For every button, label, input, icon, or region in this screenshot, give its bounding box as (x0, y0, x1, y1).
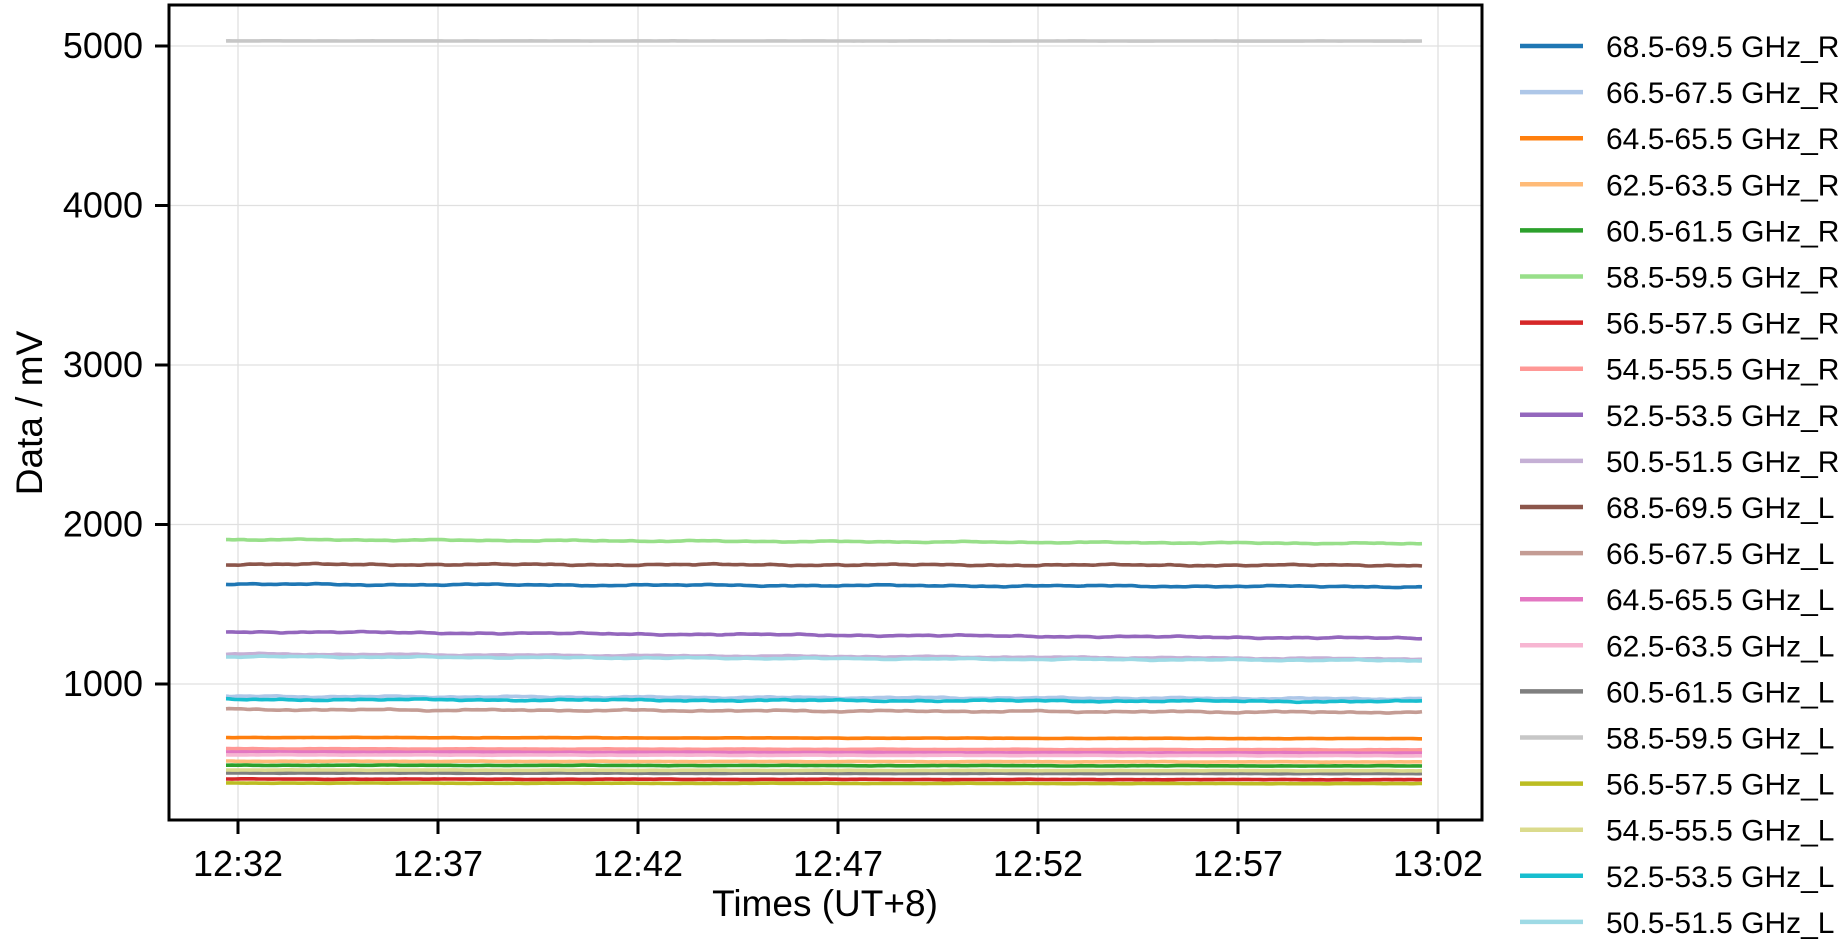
legend-entry: 56.5-57.5 GHz_R (1520, 308, 1839, 341)
series-line-66-5-67-5-ghz-l (225, 706, 1423, 715)
series-line-58-5-59-5-ghz-r (226, 537, 1423, 546)
legend-label: 50.5-51.5 GHz_L (1606, 907, 1834, 940)
series-line-68-5-69-5-ghz-l (225, 561, 1423, 568)
legend-entry: 58.5-59.5 GHz_L (1520, 723, 1834, 756)
legend-entry: 66.5-67.5 GHz_R (1520, 77, 1839, 110)
series-line-68-5-69-5-ghz-r (225, 581, 1423, 590)
legend-entry: 68.5-69.5 GHz_R (1520, 31, 1839, 64)
x-tick-label: 12:42 (593, 843, 683, 884)
legend-label: 56.5-57.5 GHz_L (1606, 769, 1834, 802)
legend-entry: 64.5-65.5 GHz_R (1520, 123, 1839, 156)
legend-label: 68.5-69.5 GHz_L (1606, 492, 1834, 525)
legend-entry: 64.5-65.5 GHz_L (1520, 584, 1834, 617)
x-tick-label: 12:57 (1193, 843, 1283, 884)
series-line-60-5-61-5-ghz-r (226, 763, 1423, 768)
legend-entry: 60.5-61.5 GHz_R (1520, 215, 1839, 248)
data-series-lines (225, 38, 1423, 786)
legend-entry: 62.5-63.5 GHz_L (1520, 630, 1834, 663)
series-line-56-5-57-5-ghz-l (226, 781, 1422, 786)
legend-label: 66.5-67.5 GHz_L (1606, 538, 1834, 571)
legend: 68.5-69.5 GHz_R 66.5-67.5 GHz_R 64.5-65.5 … (1520, 31, 1839, 940)
series-line-60-5-61-5-ghz-l (226, 771, 1423, 776)
series-line-52-5-53-5-ghz-r (225, 629, 1423, 641)
legend-entry: 50.5-51.5 GHz_R (1520, 446, 1839, 479)
legend-label: 54.5-55.5 GHz_L (1606, 815, 1834, 848)
series-line-56-5-57-5-ghz-r (226, 776, 1423, 782)
legend-entry: 50.5-51.5 GHz_L (1520, 907, 1834, 940)
y-tick-label: 1000 (63, 663, 143, 704)
legend-entry: 54.5-55.5 GHz_R (1520, 354, 1839, 387)
axis-ticks (155, 44, 1440, 834)
y-axis-label: Data / mV (9, 330, 50, 495)
legend-label: 60.5-61.5 GHz_L (1606, 676, 1834, 709)
legend-entry: 60.5-61.5 GHz_L (1520, 676, 1834, 709)
x-tick-labels: 12:32 12:37 12:42 12:47 12:52 12:57 13:02 (193, 843, 1483, 884)
grid-lines (169, 5, 1482, 820)
x-tick-label: 12:37 (393, 843, 483, 884)
legend-label: 58.5-59.5 GHz_L (1606, 723, 1834, 756)
legend-label: 64.5-65.5 GHz_R (1606, 123, 1839, 156)
series-line-62-5-63-5-ghz-l (225, 752, 1422, 758)
y-tick-label: 5000 (63, 25, 143, 66)
legend-label: 62.5-63.5 GHz_L (1606, 630, 1834, 663)
series-line-50-5-51-5-ghz-l (226, 654, 1423, 663)
series-line-52-5-53-5-ghz-l (225, 696, 1423, 705)
legend-entry: 62.5-63.5 GHz_R (1520, 169, 1839, 202)
y-tick-labels: 1000 2000 3000 4000 5000 (63, 25, 143, 704)
plot-border (167, 3, 1484, 822)
x-tick-label: 12:47 (793, 843, 883, 884)
legend-label: 64.5-65.5 GHz_L (1606, 584, 1834, 617)
legend-entry: 52.5-53.5 GHz_L (1520, 861, 1834, 894)
legend-entry: 56.5-57.5 GHz_L (1520, 769, 1834, 802)
x-axis-label: Times (UT+8) (712, 883, 938, 924)
legend-entry: 66.5-67.5 GHz_L (1520, 538, 1834, 571)
x-tick-label: 12:32 (193, 843, 283, 884)
legend-label: 50.5-51.5 GHz_R (1606, 446, 1839, 479)
series-line-64-5-65-5-ghz-l (225, 749, 1423, 756)
legend-entry: 54.5-55.5 GHz_L (1520, 815, 1834, 848)
series-line-64-5-65-5-ghz-r (225, 735, 1422, 741)
legend-label: 58.5-59.5 GHz_R (1606, 262, 1839, 295)
series-line-50-5-51-5-ghz-r (225, 651, 1422, 662)
legend-entry: 52.5-53.5 GHz_R (1520, 400, 1839, 433)
y-tick-label: 3000 (63, 344, 143, 385)
legend-label: 52.5-53.5 GHz_L (1606, 861, 1834, 894)
series-line-54-5-55-5-ghz-r (226, 746, 1423, 752)
legend-label: 66.5-67.5 GHz_R (1606, 77, 1839, 110)
legend-label: 60.5-61.5 GHz_R (1606, 215, 1839, 248)
legend-label: 62.5-63.5 GHz_R (1606, 169, 1839, 202)
y-tick-label: 4000 (63, 185, 143, 226)
legend-label: 54.5-55.5 GHz_R (1606, 354, 1839, 387)
y-tick-label: 2000 (63, 504, 143, 545)
legend-label: 68.5-69.5 GHz_R (1606, 31, 1839, 64)
x-tick-label: 12:52 (993, 843, 1083, 884)
x-tick-label: 13:02 (1393, 843, 1483, 884)
legend-entry: 58.5-59.5 GHz_R (1520, 262, 1839, 295)
legend-label: 56.5-57.5 GHz_R (1606, 308, 1839, 341)
legend-label: 52.5-53.5 GHz_R (1606, 400, 1839, 433)
legend-entry: 68.5-69.5 GHz_L (1520, 492, 1834, 525)
series-line-62-5-63-5-ghz-r (226, 759, 1422, 765)
series-line-54-5-55-5-ghz-l (226, 767, 1422, 773)
